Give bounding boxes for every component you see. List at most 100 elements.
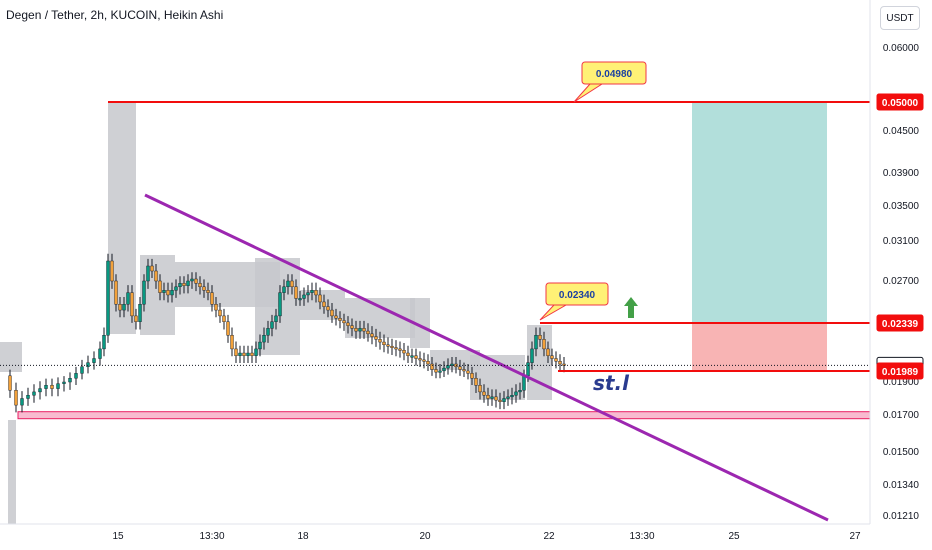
candle-body	[150, 265, 154, 272]
currency-button[interactable]: USDT	[880, 6, 920, 30]
range-box	[255, 258, 300, 355]
candle-body	[502, 398, 506, 402]
callout-text: 0.04980	[596, 69, 633, 80]
chart-style: Heikin Ashi	[163, 8, 224, 22]
price-tick-label: 0.02700	[883, 276, 920, 287]
candle-body	[250, 352, 254, 356]
candle-body	[438, 370, 442, 373]
candle-body	[318, 294, 322, 303]
candle-body	[462, 369, 466, 372]
price-tick-label: 0.01700	[883, 410, 920, 421]
candle-body	[522, 375, 526, 391]
candle-body	[518, 390, 522, 393]
candle-body	[394, 347, 398, 350]
candle-body	[114, 280, 118, 305]
candle-body	[474, 378, 478, 386]
candle-body	[170, 290, 174, 296]
price-tick-label: 0.01340	[883, 480, 920, 491]
candle-body	[210, 292, 214, 305]
candle-body	[402, 350, 406, 354]
candle-body	[162, 290, 166, 293]
price-tick-label: 0.03900	[883, 168, 920, 179]
candle-body	[326, 306, 330, 311]
time-tick-label: 20	[419, 531, 431, 542]
candle-body	[238, 352, 242, 356]
candle-body	[418, 358, 422, 361]
candle-body	[386, 344, 390, 347]
candle-body	[102, 335, 106, 350]
target-zone	[692, 102, 827, 323]
interval: 2h	[90, 8, 104, 22]
price-tick-label: 0.03100	[883, 236, 920, 247]
time-tick-label: 15	[112, 531, 124, 542]
candle-body	[8, 375, 12, 391]
candle-body	[122, 304, 126, 311]
trend-line	[144, 193, 829, 522]
candle-body	[542, 339, 546, 350]
stop-zone	[692, 323, 827, 371]
price-label-box	[876, 314, 924, 332]
candle-body	[338, 318, 342, 321]
time-tick-label: 13:30	[629, 531, 654, 542]
candle-body	[154, 270, 158, 282]
candle-body	[86, 362, 90, 367]
candle-body	[470, 373, 474, 379]
candle-body	[434, 369, 438, 373]
candle-body	[558, 361, 562, 365]
candle-body	[514, 391, 518, 396]
candle-body	[38, 388, 42, 393]
candle-body	[74, 373, 78, 379]
candle-body	[478, 385, 482, 393]
price-tick-label: 0.04500	[883, 126, 920, 137]
candle-body	[178, 283, 182, 288]
candle-body	[390, 345, 394, 348]
candle-body	[198, 283, 202, 288]
candle-body	[158, 280, 162, 293]
time-axis[interactable]: 15 13:30 18 20 22 13:30 25 27	[0, 523, 870, 542]
candle-body	[110, 260, 114, 282]
candle-body	[330, 309, 334, 317]
candles-layer	[8, 253, 566, 413]
candle-body	[142, 280, 146, 305]
candle-body	[194, 278, 198, 284]
candle-body	[442, 367, 446, 372]
candle-body	[44, 385, 48, 389]
price-label-box	[876, 362, 924, 380]
price-tick-label: 0.03500	[883, 201, 920, 212]
candle-body	[298, 298, 302, 301]
candle-body	[310, 290, 314, 293]
chart-title: Degen / Tether, 2h, KUCOIN, Heikin Ashi	[6, 8, 224, 22]
candle-body	[186, 280, 190, 286]
symbol-name: Degen / Tether	[6, 8, 84, 22]
candle-body	[286, 280, 290, 288]
candle-body	[26, 395, 30, 399]
candle-body	[458, 366, 462, 370]
candle-body	[190, 278, 194, 282]
price-axis-bg	[870, 0, 932, 550]
candle-body	[62, 381, 66, 384]
callout-box	[581, 61, 647, 85]
candle-body	[258, 341, 262, 350]
candle-body	[482, 391, 486, 396]
candle-body	[68, 378, 72, 383]
candle-body	[382, 341, 386, 346]
time-tick-label: 22	[543, 531, 555, 542]
candle-body	[282, 286, 286, 293]
candle-body	[398, 348, 402, 351]
price-axis[interactable]: 0.06000 0.04500 0.03900 0.03500 0.03100 0.027…	[869, 0, 932, 550]
candle-body	[242, 352, 246, 356]
candle-body	[50, 385, 54, 389]
candle-body	[80, 366, 84, 374]
candle-body	[374, 336, 378, 340]
candle-body	[414, 355, 418, 359]
candle-body	[134, 315, 138, 322]
support-zone	[17, 411, 871, 420]
candle-body	[314, 290, 318, 296]
candle-body	[20, 398, 24, 406]
callout-pointer	[573, 83, 604, 103]
candle-body	[366, 330, 370, 335]
price-label-box	[876, 93, 924, 111]
candle-body	[342, 320, 346, 324]
